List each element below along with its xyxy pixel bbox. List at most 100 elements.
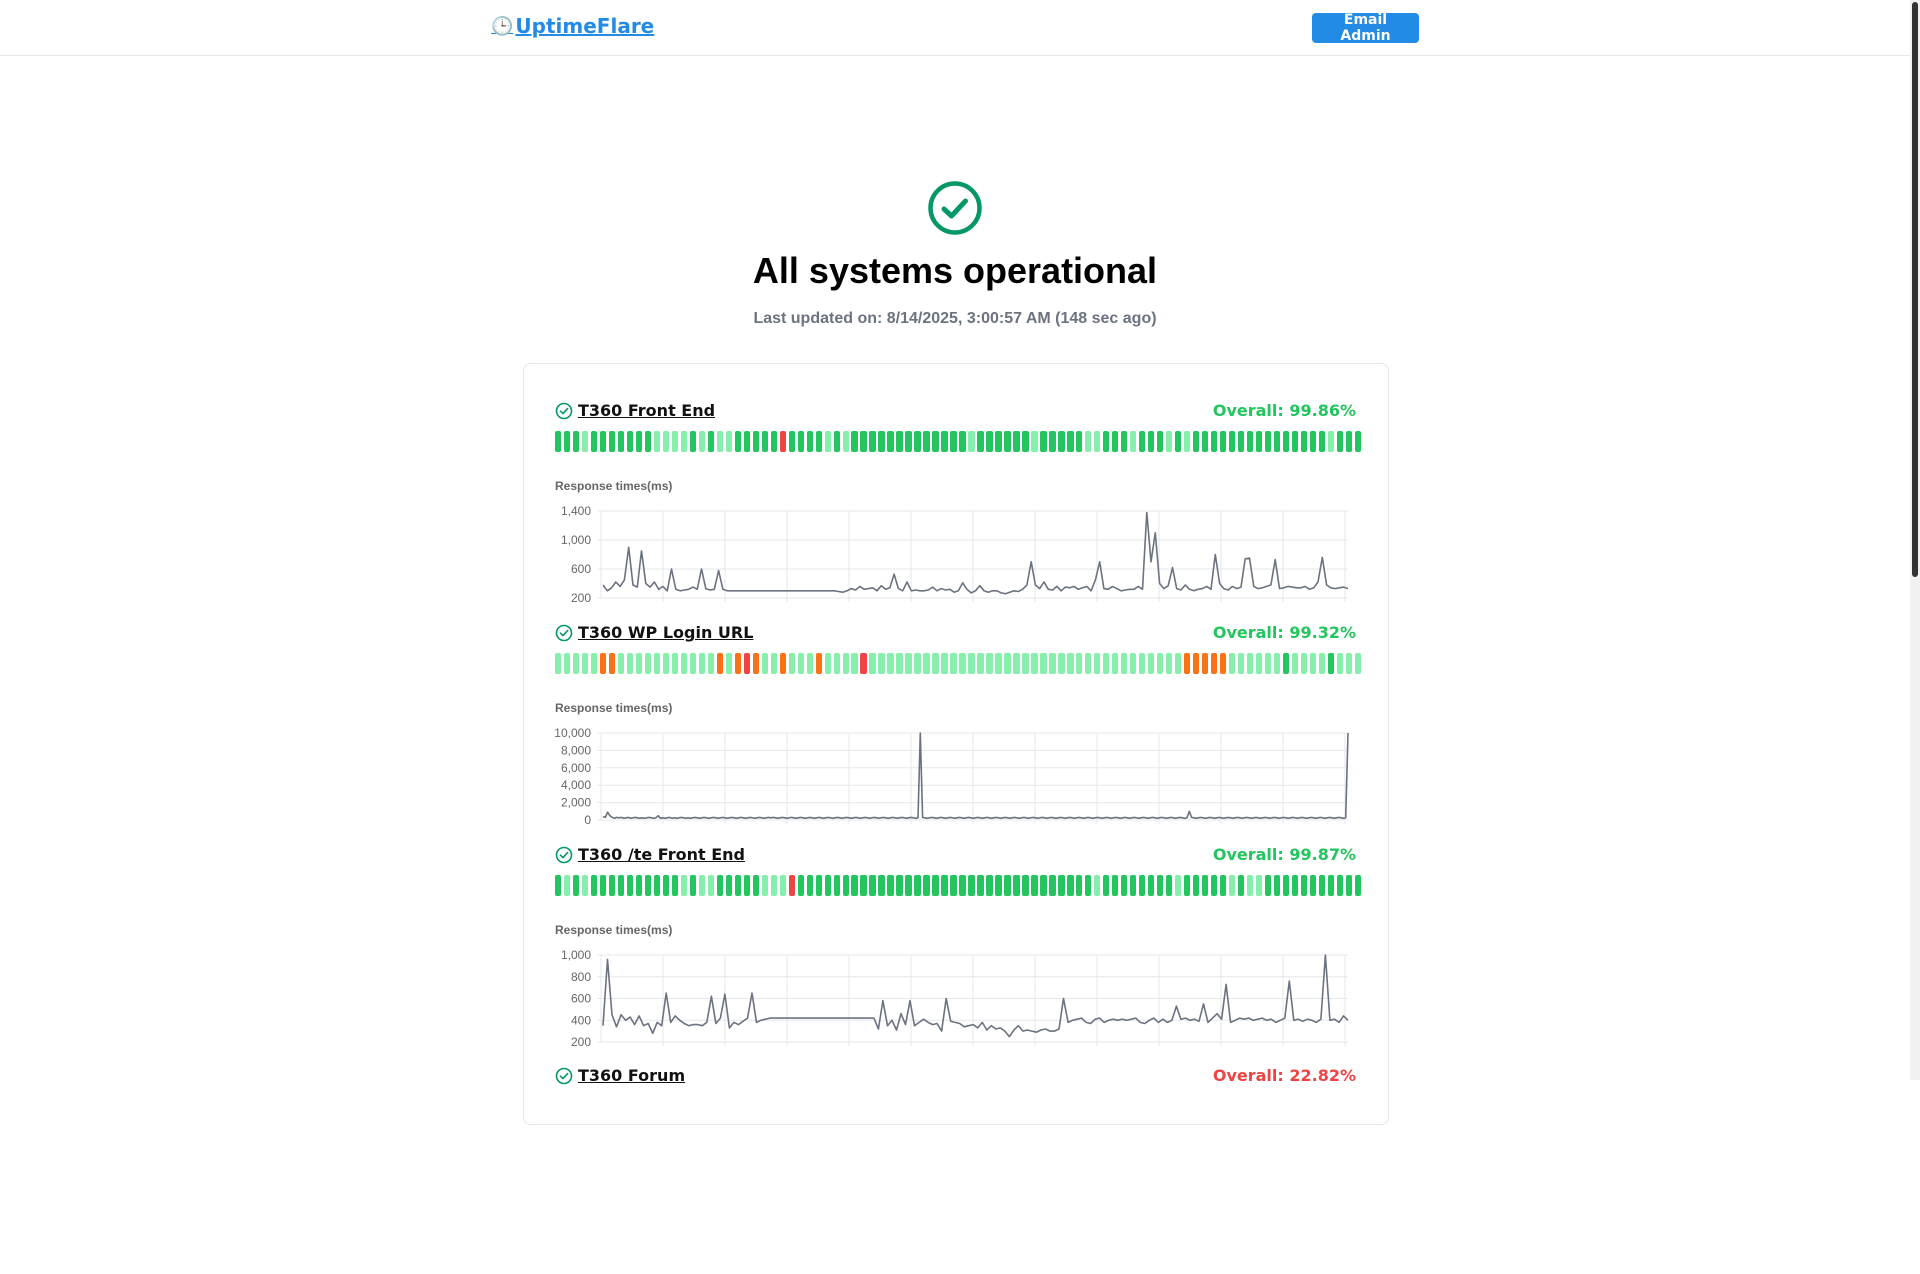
uptime-bar[interactable] xyxy=(770,653,778,674)
uptime-bar[interactable] xyxy=(743,875,751,896)
uptime-bar[interactable] xyxy=(1156,875,1164,896)
uptime-bar[interactable] xyxy=(734,875,742,896)
uptime-bar[interactable] xyxy=(1067,653,1074,674)
uptime-bar[interactable] xyxy=(995,875,1002,896)
uptime-bar[interactable] xyxy=(932,431,939,452)
uptime-bar[interactable] xyxy=(752,653,760,674)
uptime-bar[interactable] xyxy=(1174,653,1182,674)
uptime-bar[interactable] xyxy=(1300,431,1308,452)
uptime-bar[interactable] xyxy=(923,875,930,896)
uptime-bar[interactable] xyxy=(1192,875,1200,896)
uptime-bar[interactable] xyxy=(1058,875,1065,896)
uptime-bar[interactable] xyxy=(1291,653,1299,674)
uptime-bar[interactable] xyxy=(815,875,822,896)
uptime-bar[interactable] xyxy=(878,431,885,452)
uptime-bar[interactable] xyxy=(878,875,885,896)
uptime-bar[interactable] xyxy=(1147,431,1155,452)
uptime-bar[interactable] xyxy=(959,431,966,452)
uptime-bar[interactable] xyxy=(1228,653,1236,674)
uptime-bar[interactable] xyxy=(995,431,1002,452)
uptime-bar[interactable] xyxy=(581,653,589,674)
uptime-bar[interactable] xyxy=(842,653,849,674)
uptime-bar[interactable] xyxy=(977,875,984,896)
uptime-bar[interactable] xyxy=(581,875,589,896)
uptime-bar[interactable] xyxy=(806,875,813,896)
uptime-bar[interactable] xyxy=(617,431,625,452)
uptime-bar[interactable] xyxy=(590,875,598,896)
uptime-bar[interactable] xyxy=(1219,431,1227,452)
uptime-bar[interactable] xyxy=(1022,653,1029,674)
uptime-bar[interactable] xyxy=(833,431,840,452)
uptime-bar[interactable] xyxy=(680,653,688,674)
uptime-bar[interactable] xyxy=(1210,875,1218,896)
uptime-bar[interactable] xyxy=(1138,653,1146,674)
uptime-bar[interactable] xyxy=(1103,875,1110,896)
uptime-bar[interactable] xyxy=(860,875,867,896)
uptime-bar[interactable] xyxy=(1336,653,1344,674)
uptime-bar[interactable] xyxy=(1085,431,1092,452)
uptime-bar[interactable] xyxy=(1112,653,1119,674)
uptime-bar[interactable] xyxy=(617,875,625,896)
uptime-bar[interactable] xyxy=(950,875,957,896)
uptime-bar[interactable] xyxy=(1201,653,1209,674)
uptime-bar[interactable] xyxy=(779,653,786,674)
uptime-bar[interactable] xyxy=(1076,875,1083,896)
uptime-bar[interactable] xyxy=(555,431,562,452)
uptime-bar[interactable] xyxy=(1246,653,1254,674)
uptime-bar[interactable] xyxy=(1345,875,1353,896)
uptime-bar[interactable] xyxy=(941,431,948,452)
uptime-bar[interactable] xyxy=(896,431,903,452)
uptime-bar[interactable] xyxy=(563,653,571,674)
uptime-bar[interactable] xyxy=(1076,431,1083,452)
uptime-bar[interactable] xyxy=(977,653,984,674)
uptime-bar[interactable] xyxy=(1201,875,1209,896)
uptime-bar[interactable] xyxy=(671,653,679,674)
uptime-bar[interactable] xyxy=(1336,431,1344,452)
uptime-bar[interactable] xyxy=(995,653,1002,674)
uptime-bar[interactable] xyxy=(608,653,616,674)
uptime-bar[interactable] xyxy=(563,431,571,452)
uptime-bar[interactable] xyxy=(1004,875,1011,896)
uptime-bar[interactable] xyxy=(1246,875,1254,896)
uptime-bar[interactable] xyxy=(986,875,993,896)
uptime-bar[interactable] xyxy=(689,653,697,674)
uptime-bar[interactable] xyxy=(1067,431,1074,452)
uptime-bar[interactable] xyxy=(1228,875,1236,896)
uptime-bar[interactable] xyxy=(725,653,733,674)
uptime-bar[interactable] xyxy=(923,653,930,674)
uptime-bar[interactable] xyxy=(680,431,688,452)
uptime-bar[interactable] xyxy=(555,653,562,674)
uptime-bar[interactable] xyxy=(635,431,643,452)
uptime-bar[interactable] xyxy=(959,875,966,896)
uptime-bar[interactable] xyxy=(950,431,957,452)
uptime-bar[interactable] xyxy=(1318,875,1326,896)
uptime-bar[interactable] xyxy=(662,875,670,896)
uptime-bar[interactable] xyxy=(1354,875,1361,896)
uptime-bar[interactable] xyxy=(905,431,912,452)
uptime-bar[interactable] xyxy=(653,875,661,896)
monitor-title-link[interactable]: T360 /te Front End xyxy=(555,845,745,864)
uptime-bar[interactable] xyxy=(716,431,724,452)
uptime-bar[interactable] xyxy=(1022,875,1029,896)
monitor-title-link[interactable]: T360 WP Login URL xyxy=(555,623,753,642)
uptime-bar[interactable] xyxy=(833,875,840,896)
uptime-bar[interactable] xyxy=(761,653,769,674)
uptime-bar[interactable] xyxy=(1040,431,1047,452)
uptime-bar[interactable] xyxy=(1345,431,1353,452)
email-admin-button[interactable]: Email Admin xyxy=(1312,12,1419,44)
uptime-bar[interactable] xyxy=(1040,653,1047,674)
uptime-bar[interactable] xyxy=(734,431,742,452)
uptime-bar[interactable] xyxy=(635,653,643,674)
uptime-bar[interactable] xyxy=(1147,653,1155,674)
uptime-bar[interactable] xyxy=(815,431,822,452)
scrollbar-thumb[interactable] xyxy=(1912,2,1918,577)
uptime-bar[interactable] xyxy=(1138,431,1146,452)
uptime-bar[interactable] xyxy=(752,875,760,896)
uptime-bar[interactable] xyxy=(1121,875,1128,896)
uptime-bar[interactable] xyxy=(914,875,921,896)
uptime-bar[interactable] xyxy=(1112,875,1119,896)
uptime-bar[interactable] xyxy=(707,653,715,674)
uptime-bar[interactable] xyxy=(1210,653,1218,674)
uptime-bar[interactable] xyxy=(1013,431,1020,452)
uptime-bar[interactable] xyxy=(770,431,778,452)
